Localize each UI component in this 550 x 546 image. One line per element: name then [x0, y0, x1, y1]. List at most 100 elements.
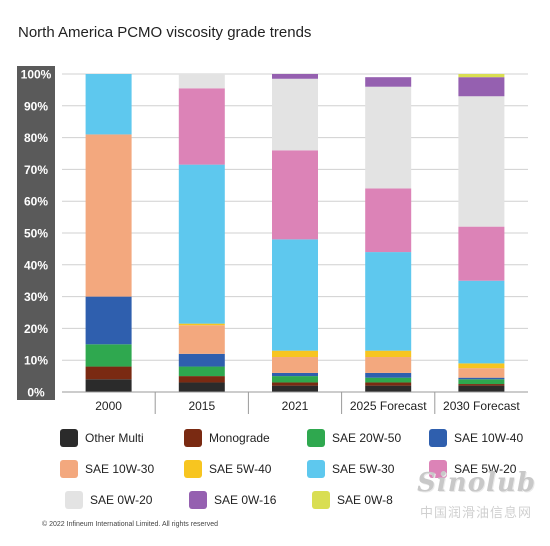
legend-label: SAE 5W-40	[209, 462, 272, 476]
bar-segment	[85, 296, 132, 345]
legend-item: Other Multi	[60, 428, 184, 448]
bar-segment	[365, 372, 412, 378]
bar-segment	[458, 74, 505, 78]
legend-swatch	[60, 460, 78, 478]
bar-segment	[85, 379, 132, 392]
bar-segment	[85, 74, 132, 135]
legend-item: SAE 10W-40	[429, 428, 539, 448]
y-tick-label: 10%	[24, 354, 48, 368]
bar-segment	[178, 323, 225, 326]
legend-item: Monograde	[184, 428, 307, 448]
chart-title: North America PCMO viscosity grade trend…	[18, 24, 312, 41]
legend-label: SAE 5W-20	[454, 462, 517, 476]
bar-segment	[85, 134, 132, 297]
bar-segment	[272, 74, 318, 79]
legend-label: SAE 10W-40	[454, 431, 524, 445]
legend-item: SAE 0W-20	[60, 490, 184, 510]
legend-swatch	[184, 429, 202, 447]
y-tick-label: 20%	[24, 322, 48, 336]
x-tick-label: 2025 Forecast	[350, 399, 427, 413]
stacked-bar-chart: 0% 10% 20% 30% 40% 50% 60% 70% 80% 90% 100% 2000 201…	[17, 66, 528, 414]
bar-segment	[365, 77, 412, 87]
legend-item: SAE 20W-50	[307, 428, 429, 448]
legend-label: SAE 5W-30	[332, 462, 395, 476]
bar-segment	[458, 226, 505, 281]
y-tick-label: 60%	[24, 195, 48, 209]
bar-segment	[458, 368, 505, 378]
legend-label: SAE 0W-16	[214, 493, 277, 507]
legend-label: SAE 10W-30	[85, 462, 155, 476]
bar-segment	[178, 382, 225, 392]
bar-segment	[178, 88, 225, 165]
bar-segment	[272, 385, 318, 392]
bar-segment	[458, 384, 505, 386]
bar-segment	[365, 382, 412, 386]
legend-item: SAE 5W-20	[429, 459, 539, 479]
y-tick-label: 70%	[24, 163, 48, 177]
bar-segment	[85, 344, 132, 367]
legend-item: SAE 5W-30	[307, 459, 429, 479]
legend-swatch	[429, 429, 447, 447]
bar-segment	[272, 372, 318, 377]
bar-segment	[272, 78, 318, 151]
bar-segment	[458, 379, 505, 385]
legend-label: SAE 0W-8	[337, 493, 393, 507]
y-tick-label: 40%	[24, 258, 48, 272]
legend-item: SAE 10W-30	[60, 459, 184, 479]
bar-segment	[365, 86, 412, 189]
bar-segment	[178, 366, 225, 377]
bar-segment	[365, 377, 412, 383]
legend-label: SAE 0W-20	[90, 493, 153, 507]
bar-segment	[178, 376, 225, 383]
bar-segment	[458, 377, 505, 380]
y-axis-band	[17, 66, 55, 400]
chart-legend: Other Multi Monograde SAE 20W-50 SAE 10W-40…	[60, 428, 540, 510]
legend-swatch	[429, 460, 447, 478]
bar-segment	[272, 376, 318, 383]
x-tick-label: 2030 Forecast	[443, 399, 520, 413]
legend-item: SAE 5W-40	[184, 459, 307, 479]
bar-segment	[272, 350, 318, 358]
legend-swatch	[184, 460, 202, 478]
y-tick-label: 80%	[24, 131, 48, 145]
bar-segment	[272, 382, 318, 386]
legend-swatch	[307, 429, 325, 447]
bar-segment	[458, 280, 505, 364]
bar-segment	[85, 366, 132, 380]
y-tick-label: 0%	[27, 386, 45, 400]
bar-segment	[458, 385, 505, 392]
bar-segment	[365, 252, 412, 351]
bar-segment	[178, 325, 225, 354]
bar-segment	[365, 188, 412, 253]
bar-segment	[178, 74, 225, 89]
legend-item: SAE 0W-16	[184, 490, 307, 510]
bar-segment	[458, 96, 505, 227]
y-tick-label: 50%	[24, 227, 48, 241]
x-tick-label: 2000	[95, 399, 122, 413]
legend-swatch	[307, 460, 325, 478]
bar-segment	[272, 357, 318, 373]
legend-label: SAE 20W-50	[332, 431, 402, 445]
bar-segment	[272, 239, 318, 351]
bar-segment	[272, 150, 318, 240]
bar-segment	[178, 164, 225, 324]
x-tick-label: 2015	[188, 399, 215, 413]
bar-segment	[365, 350, 412, 358]
y-tick-label: 90%	[24, 99, 48, 113]
legend-swatch	[65, 491, 83, 509]
legend-label: Other Multi	[85, 431, 144, 445]
bar-segment	[458, 77, 505, 97]
legend-swatch	[312, 491, 330, 509]
legend-item: SAE 0W-8	[307, 490, 429, 510]
bar-segment	[178, 353, 225, 367]
bar-segment	[458, 363, 505, 369]
x-tick-label: 2021	[282, 399, 309, 413]
y-tick-label: 100%	[21, 68, 52, 82]
bar-segment	[365, 357, 412, 373]
y-tick-label: 30%	[24, 290, 48, 304]
copyright-notice: © 2022 Infineum International Limited. A…	[42, 521, 218, 528]
legend-swatch	[60, 429, 78, 447]
legend-label: Monograde	[209, 431, 270, 445]
bar-segment	[365, 385, 412, 392]
legend-swatch	[189, 491, 207, 509]
